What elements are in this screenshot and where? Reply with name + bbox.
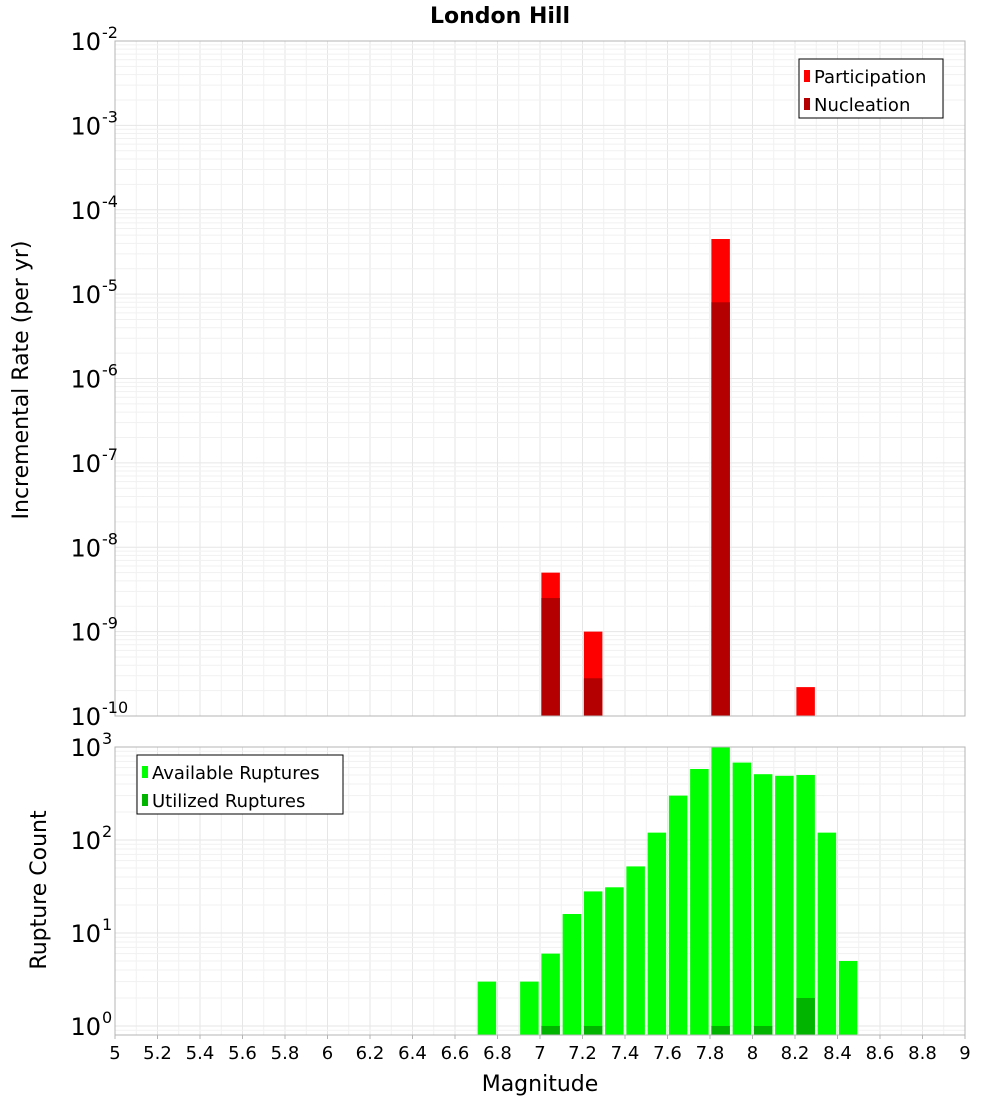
bar <box>796 997 815 1035</box>
series-nucleation <box>541 302 730 716</box>
y-tick-exponent: -7 <box>102 445 118 464</box>
bar <box>817 832 837 1035</box>
x-tick-label: 8 <box>747 1043 758 1064</box>
legend-entry: Participation <box>814 67 926 88</box>
rate-panel: 10-210-310-410-510-610-710-810-910 -10Par… <box>70 23 966 731</box>
y-tick-label: 10 <box>70 197 101 225</box>
legend-swatch <box>142 766 148 778</box>
y-tick-exponent: 0 <box>102 1008 112 1027</box>
bar <box>477 981 497 1035</box>
y-tick-label: 10 <box>70 112 101 140</box>
y-tick-exponent: 3 <box>102 729 112 748</box>
y-tick-exponent: -2 <box>102 23 118 42</box>
bar <box>796 774 815 1035</box>
y-axis-label-rupture-count: Rupture Count <box>27 810 52 970</box>
bar <box>541 598 560 716</box>
bar <box>583 1025 603 1035</box>
legend-entry: Utilized Ruptures <box>152 791 305 812</box>
x-tick-label: 6.8 <box>483 1043 512 1064</box>
y-tick-label: 10 <box>70 450 101 478</box>
y-tick-label: 10 <box>70 619 101 647</box>
y-tick-exponent: -9 <box>102 614 118 633</box>
x-tick-label: 5 <box>109 1043 120 1064</box>
y-tick-label: 10 <box>70 534 101 562</box>
bar <box>753 1025 773 1035</box>
x-tick-label: 6 <box>322 1043 333 1064</box>
x-tick-label: 6.4 <box>398 1043 427 1064</box>
bar <box>775 775 794 1035</box>
legend: Participation Nucleation <box>798 58 944 119</box>
x-tick-label: 9 <box>959 1043 970 1064</box>
bar <box>838 960 858 1035</box>
bar <box>690 769 709 1035</box>
y-axis-label-rate: Incremental Rate (per yr) <box>9 241 34 520</box>
y-tick-exponent: -8 <box>102 529 118 548</box>
bar <box>583 678 603 716</box>
bar <box>711 747 730 1035</box>
bar <box>668 795 688 1035</box>
x-tick-label: 7.8 <box>696 1043 725 1064</box>
x-ticks: 5 5.2 5.4 5.6 5.8 6 6.2 6.4 6.6 6.8 7 7.2 7.4 7.6 7.8 8… <box>109 1035 971 1064</box>
x-tick-label: 7.6 <box>653 1043 682 1064</box>
y-tick-label: 10 <box>70 281 101 309</box>
y-tick-label: 10 <box>70 366 101 394</box>
y-tick-label: 10 <box>70 28 101 56</box>
bar <box>647 832 667 1035</box>
y-tick-exponent: -3 <box>102 107 118 126</box>
y-tick-exponent: 1 <box>102 915 112 934</box>
x-tick-label: 7.4 <box>611 1043 640 1064</box>
grid <box>114 40 966 717</box>
x-tick-label: 7 <box>534 1043 545 1064</box>
y-tick-exponent: -5 <box>102 276 118 295</box>
y-tick-exponent: -6 <box>102 361 118 380</box>
legend-entry: Available Ruptures <box>152 763 320 784</box>
legend-entry: Nucleation <box>814 95 910 116</box>
x-axis-label: Magnitude <box>482 1072 599 1097</box>
bar <box>711 302 730 716</box>
x-tick-label: 5.8 <box>271 1043 300 1064</box>
bar <box>541 1025 560 1035</box>
y-tick-exponent: -4 <box>102 192 118 211</box>
bar <box>796 687 815 716</box>
chart-title: London Hill <box>430 4 570 29</box>
bar <box>626 866 645 1035</box>
bar <box>520 981 539 1035</box>
x-tick-label: 6.6 <box>441 1043 470 1064</box>
x-tick-label: 5.6 <box>228 1043 257 1064</box>
x-tick-label: 5.4 <box>186 1043 215 1064</box>
x-tick-label: 6.2 <box>356 1043 385 1064</box>
bar <box>711 1025 730 1035</box>
legend: Available Ruptures Utilized Ruptures <box>136 754 344 815</box>
y-tick-label: 10 <box>70 703 101 731</box>
bar <box>605 887 624 1035</box>
y-tick-label: 10 <box>70 920 101 948</box>
x-tick-label: 8.4 <box>823 1043 852 1064</box>
plot-frame <box>114 40 966 717</box>
legend-swatch <box>804 70 810 82</box>
bar <box>753 774 773 1035</box>
y-tick-exponent: 2 <box>102 822 112 841</box>
bar <box>541 953 560 1035</box>
bar <box>583 891 603 1035</box>
legend-box <box>798 58 944 119</box>
x-tick-label: 8.6 <box>866 1043 895 1064</box>
bar <box>562 914 582 1035</box>
y-tick-label: 10 <box>70 734 101 762</box>
legend-swatch <box>804 98 810 110</box>
x-tick-label: 5.2 <box>143 1043 172 1064</box>
x-tick-label: 7.2 <box>568 1043 597 1064</box>
series-utilized-ruptures <box>541 997 815 1035</box>
y-tick-label: 10 <box>70 827 101 855</box>
bar <box>732 762 752 1035</box>
y-tick-label: 10 <box>70 1013 101 1041</box>
series-available-ruptures <box>477 747 858 1035</box>
legend-swatch <box>142 794 148 806</box>
x-tick-label: 8.8 <box>908 1043 937 1064</box>
x-tick-label: 8.2 <box>781 1043 810 1064</box>
legend-box <box>136 754 344 815</box>
y-tick-exponent: -10 <box>102 698 128 717</box>
